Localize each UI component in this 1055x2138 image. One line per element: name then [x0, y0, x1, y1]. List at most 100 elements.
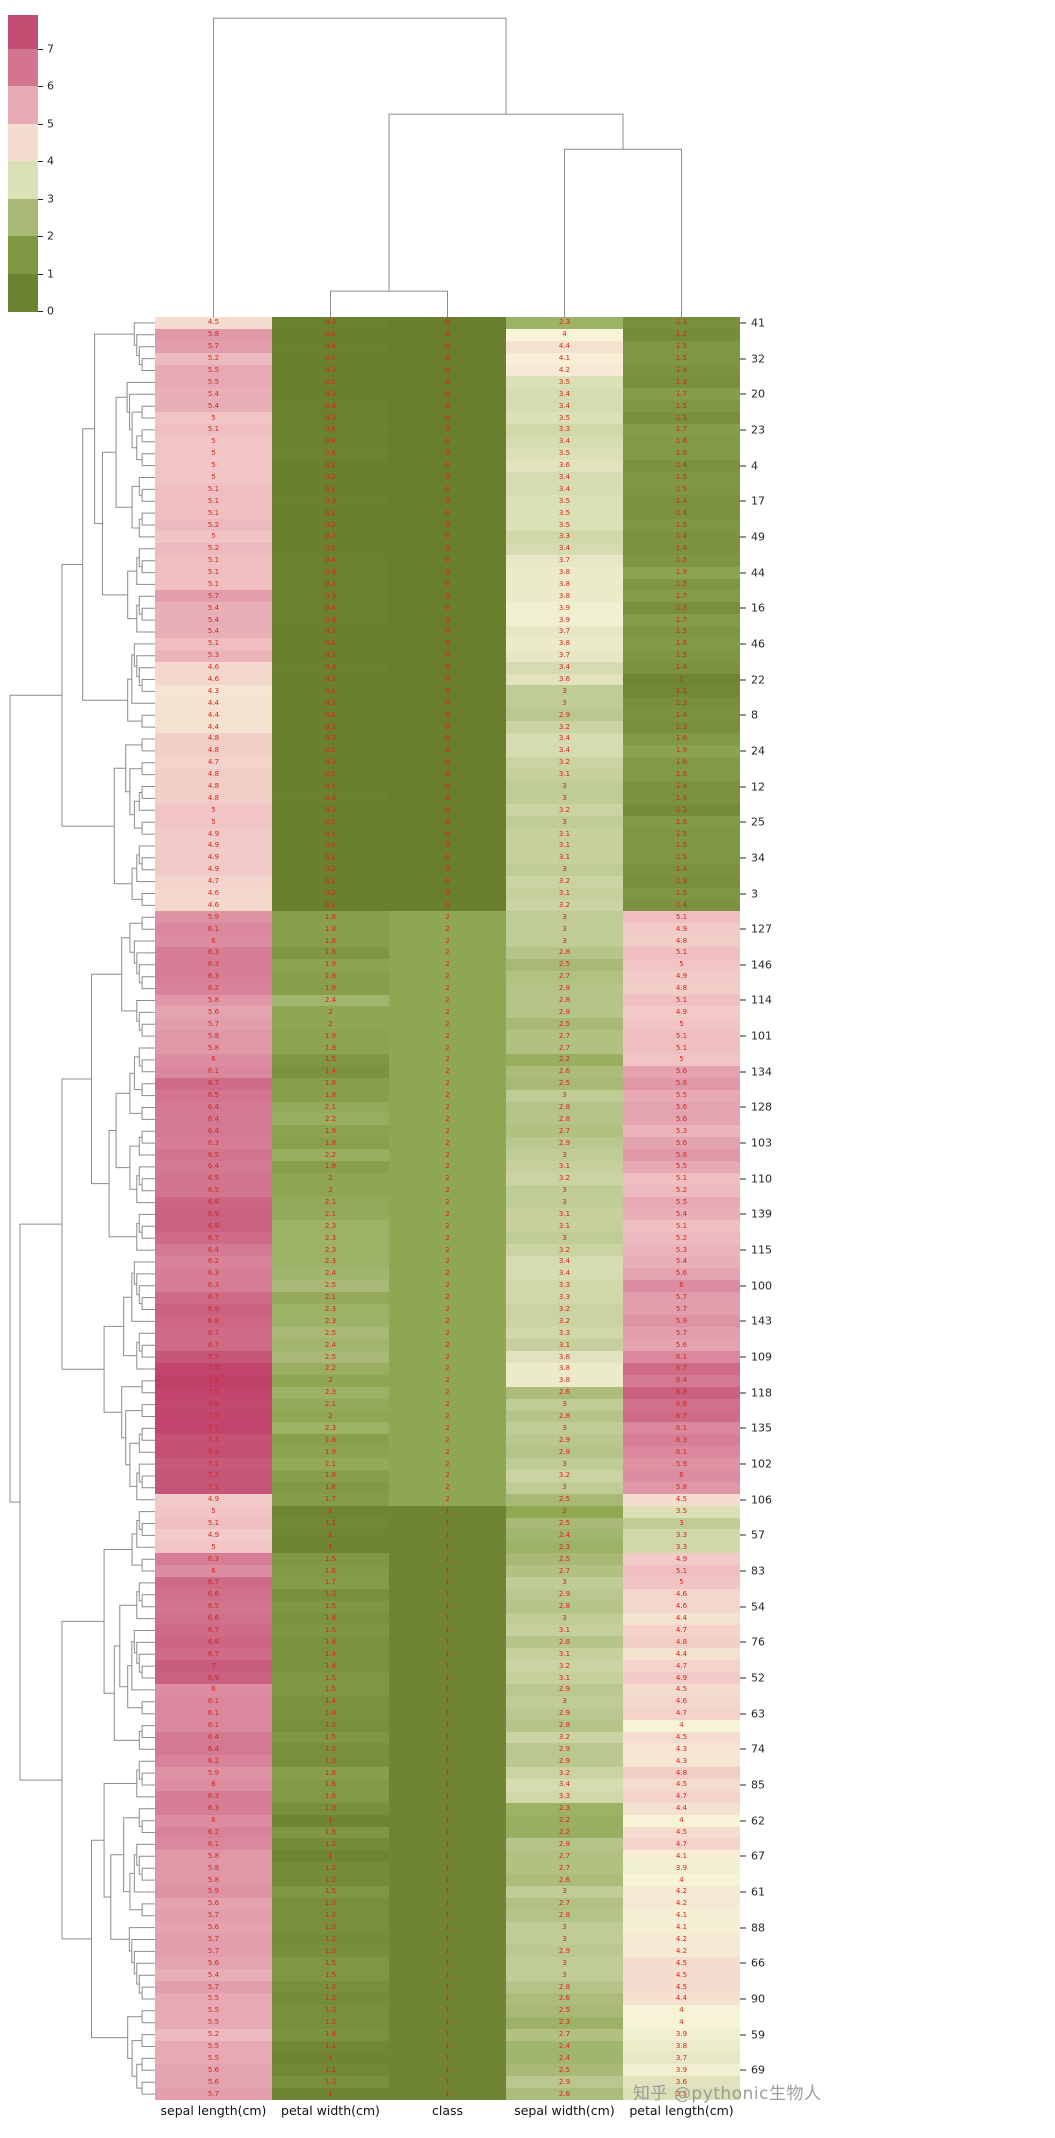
heatmap-cell: 5.8: [155, 1862, 272, 1875]
heatmap-cell: 1: [389, 1862, 506, 1875]
heatmap-cell: 1: [389, 1660, 506, 1673]
heatmap-cell: 0: [389, 317, 506, 329]
heatmap-cell: 5.1: [155, 637, 272, 650]
heatmap-cell: 0: [389, 614, 506, 627]
heatmap-cell: 2.9: [506, 1137, 623, 1150]
heatmap-cell: 1.6: [272, 1790, 389, 1803]
heatmap-cell: 6.3: [155, 1790, 272, 1803]
heatmap-cell: 2: [389, 1113, 506, 1126]
heatmap-cell: 5.4: [155, 388, 272, 401]
heatmap-cell: 1: [389, 1517, 506, 1530]
heatmap-cell: 6.2: [155, 1256, 272, 1268]
heatmap-cell: 5.4: [155, 602, 272, 615]
heatmap-cell: 4.8: [623, 1636, 740, 1649]
heatmap-cell: 4.1: [623, 1850, 740, 1863]
heatmap-cell: 2.4: [506, 2052, 623, 2065]
heatmap-cell: 4.5: [623, 1826, 740, 1839]
colorbar-block: [8, 48, 38, 87]
column-label: petal width(cm): [281, 2103, 380, 2118]
heatmap-cell: 2: [389, 1256, 506, 1268]
heatmap-cell: 5.4: [155, 400, 272, 413]
heatmap-cell: 5.8: [155, 1042, 272, 1054]
heatmap-cell: 5.2: [623, 1184, 740, 1197]
heatmap-cell: 3: [506, 1149, 623, 1161]
heatmap-cell: 3.2: [506, 804, 623, 817]
heatmap-cell: 3.3: [506, 423, 623, 436]
heatmap-cell: 2: [389, 1339, 506, 1352]
row-tick-label: 127: [751, 922, 772, 936]
row-tick-mark: [740, 1142, 746, 1144]
heatmap-cell: 3.1: [506, 887, 623, 900]
heatmap-cell: 6.4: [155, 1731, 272, 1744]
heatmap-cell: 3.5: [506, 447, 623, 460]
row-tick-mark: [740, 1499, 746, 1501]
heatmap-cell: 1.4: [623, 709, 740, 722]
heatmap-cell: 1.5: [272, 946, 389, 959]
colorbar-block: [8, 161, 38, 200]
heatmap-cell: 6.5: [155, 1172, 272, 1185]
heatmap-cell: 1: [389, 1874, 506, 1887]
heatmap-cell: 5.1: [623, 994, 740, 1007]
heatmap-cell: 2.8: [506, 1410, 623, 1423]
heatmap-cell: 0: [389, 756, 506, 769]
heatmap-cell: 0: [389, 423, 506, 436]
heatmap-cell: 4.9: [623, 1006, 740, 1019]
heatmap-cell: 0: [389, 507, 506, 520]
heatmap-cell: 1: [389, 1957, 506, 1970]
heatmap-cell: 1.4: [623, 542, 740, 555]
heatmap-cell: 5.5: [623, 1089, 740, 1102]
row-tick-label: 146: [751, 958, 772, 972]
heatmap-cell: 0: [389, 459, 506, 472]
heatmap-cell: 6.7: [155, 1648, 272, 1661]
heatmap-cell: 1.6: [623, 768, 740, 781]
heatmap-cell: 0.2: [272, 697, 389, 710]
heatmap-cell: 4.6: [155, 899, 272, 912]
heatmap-cell: 0: [389, 661, 506, 674]
heatmap-cell: 0.2: [272, 887, 389, 900]
heatmap-cell: 6.4: [155, 1743, 272, 1756]
heatmap-cell: 5.7: [155, 1945, 272, 1958]
heatmap-cell: 2.6: [506, 1386, 623, 1399]
colorbar-tick-mark: [38, 273, 43, 275]
heatmap-cell: 3.4: [506, 542, 623, 555]
heatmap-cell: 2.8: [506, 1446, 623, 1459]
heatmap-cell: 3: [506, 1398, 623, 1411]
heatmap-cell: 2: [389, 1030, 506, 1043]
heatmap-cell: 1.3: [272, 1945, 389, 1958]
heatmap-cell: 5.5: [623, 1196, 740, 1209]
heatmap-cell: 6.3: [155, 1802, 272, 1815]
heatmap-cell: 6.4: [155, 1244, 272, 1257]
heatmap-cell: 3.8: [506, 578, 623, 591]
heatmap-cell: 2.4: [272, 1339, 389, 1352]
heatmap-cell: 3: [506, 911, 623, 924]
heatmap-cell: 4.7: [623, 1838, 740, 1851]
heatmap-cell: 0: [389, 340, 506, 353]
heatmap-cell: 0: [389, 792, 506, 805]
heatmap-cell: 0.2: [272, 709, 389, 722]
heatmap-cell: 0: [389, 352, 506, 365]
heatmap-cell: 3.6: [506, 459, 623, 472]
row-tick-mark: [740, 643, 746, 645]
heatmap-cell: 3.2: [506, 1470, 623, 1482]
heatmap-cell: 5.1: [155, 1517, 272, 1530]
heatmap-cell: 1.5: [623, 828, 740, 840]
heatmap-cell: 5.5: [155, 1993, 272, 2005]
heatmap-cell: 2: [389, 946, 506, 959]
heatmap-cell: 2.3: [272, 1303, 389, 1316]
colorbar-tick-label: 4: [47, 154, 54, 168]
heatmap-cell: 0.2: [272, 530, 389, 543]
heatmap-cell: 2: [389, 911, 506, 924]
heatmap-cell: 0: [389, 566, 506, 579]
heatmap-cell: 1.3: [272, 1921, 389, 1934]
heatmap-cell: 3.6: [506, 673, 623, 686]
heatmap-cell: 1.2: [272, 1993, 389, 2005]
heatmap-cell: 1.4: [623, 459, 740, 472]
heatmap-cell: 2.7: [506, 1042, 623, 1054]
heatmap-cell: 1.4: [272, 1660, 389, 1673]
heatmap-cell: 6: [623, 1470, 740, 1482]
heatmap-cell: 6.4: [155, 1160, 272, 1173]
heatmap-cell: 4.8: [623, 1767, 740, 1780]
heatmap-cell: 1: [389, 1707, 506, 1720]
heatmap-cell: 2: [389, 1220, 506, 1233]
heatmap-cell: 4.9: [155, 828, 272, 840]
